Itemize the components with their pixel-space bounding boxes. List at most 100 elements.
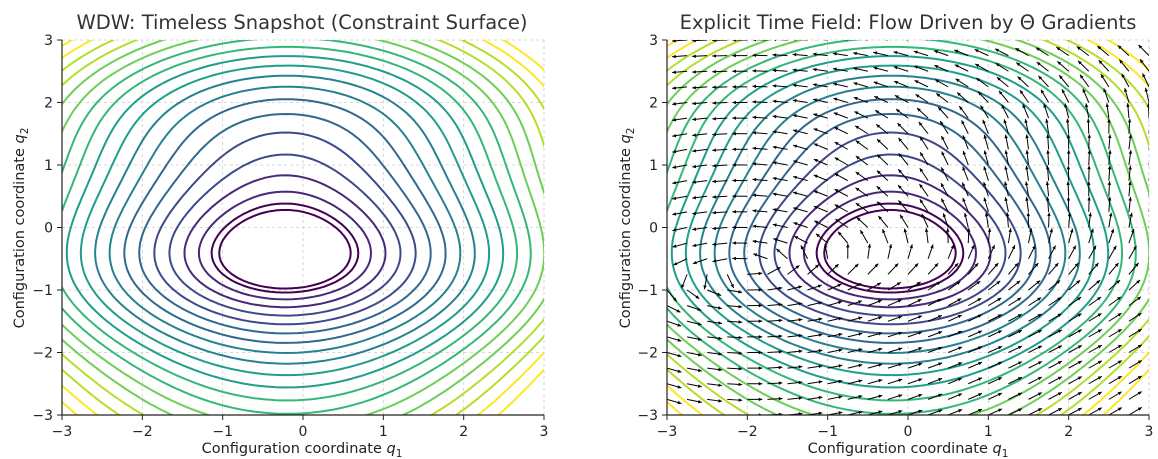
quiver-arrow-head <box>652 87 656 90</box>
right-xlabel-sub: 1 <box>1002 448 1009 459</box>
quiver-arrow-head <box>1017 297 1022 302</box>
quiver-arrow-head <box>918 362 923 367</box>
quiver-arrow-head <box>772 176 777 181</box>
quiver-arrow-head <box>1127 118 1132 123</box>
quiver-arrow-head <box>873 66 878 70</box>
quiver-arrow-head <box>832 67 837 71</box>
quiver-arrow-head <box>917 299 922 303</box>
quiver-arrow-head <box>856 217 861 222</box>
quiver-arrow-head <box>738 382 743 387</box>
quiver-arrow-head <box>909 244 913 249</box>
quiver-arrow-head <box>772 208 777 212</box>
quiver-arrow-head <box>1036 280 1041 285</box>
x-tick-label: 1 <box>379 424 388 440</box>
quiver-arrow-head <box>794 40 797 41</box>
quiver-arrow-head <box>772 161 777 165</box>
quiver-arrow-head <box>1137 344 1142 349</box>
quiver-arrow-head <box>950 244 954 249</box>
quiver-arrow-head <box>934 50 939 54</box>
quiver-arrow-head <box>983 197 987 202</box>
quiver-arrow-head <box>878 394 883 398</box>
quiver-arrow-head <box>838 379 843 384</box>
quiver-arrow-head <box>919 168 924 173</box>
quiver-arrow-head <box>1066 150 1071 154</box>
quiver-arrow-head <box>834 173 839 177</box>
quiver-arrow-head <box>792 68 797 72</box>
quiver-arrow-head <box>677 338 682 342</box>
quiver-arrow-head <box>1066 165 1071 170</box>
contour-line <box>138 113 432 335</box>
x-tick-label: −3 <box>52 424 73 440</box>
quiver-arrow-head <box>1057 361 1062 365</box>
quiver-arrow-head <box>832 52 837 56</box>
quiver-arrow-head <box>1064 103 1068 108</box>
quiver-arrow-shaft <box>777 40 788 41</box>
quiver-arrow-head <box>1087 150 1092 154</box>
quiver-arrow-head <box>877 154 881 159</box>
quiver-arrow-head <box>1087 181 1091 185</box>
quiver-arrow-head <box>758 366 763 370</box>
quiver-arrow-head <box>717 292 722 296</box>
quiver-arrow-head <box>772 84 777 88</box>
quiver-arrow-head <box>1107 118 1111 123</box>
quiver-arrow-head <box>813 190 818 194</box>
quiver-arrow-head <box>798 365 803 369</box>
quiver-arrow-head <box>1004 181 1008 186</box>
quiver-arrow-head <box>1047 212 1051 217</box>
x-tick-label: −3 <box>657 424 678 440</box>
quiver-arrow-head <box>738 367 743 371</box>
quiver-arrow-head <box>958 362 963 366</box>
quiver-arrow-head <box>732 210 736 214</box>
quiver-arrow-head <box>893 36 897 39</box>
quiver-arrow-head <box>1149 150 1152 154</box>
quiver-arrow-head <box>672 54 676 59</box>
quiver-arrow-head <box>838 395 843 399</box>
quiver-arrow-head <box>1022 104 1026 109</box>
quiver-arrow-head <box>1110 228 1115 233</box>
quiver-arrow-head <box>793 129 797 133</box>
quiver-arrow-head <box>855 140 860 145</box>
quiver-arrow-head <box>858 395 863 399</box>
quiver-arrow-head <box>1066 181 1070 185</box>
quiver-arrow-head <box>1097 297 1102 301</box>
quiver-arrow-head <box>692 211 697 216</box>
quiver-arrow-head <box>1137 391 1142 395</box>
quiver-arrow-head <box>1056 47 1061 51</box>
quiver-arrow-head <box>976 77 981 82</box>
quiver-arrow-head <box>692 117 697 122</box>
quiver-arrow-head <box>800 245 805 250</box>
x-tick-label: −2 <box>132 424 153 440</box>
y-tick-label: −2 <box>637 346 658 362</box>
quiver-arrow-head <box>753 40 757 42</box>
quiver-arrow-head <box>1037 408 1042 412</box>
axis-variable: q <box>618 134 634 143</box>
quiver-arrow-head <box>937 298 942 303</box>
quiver-arrow-head <box>957 314 962 319</box>
quiver-arrow-head <box>978 408 983 413</box>
quiver-arrow-head <box>954 49 959 53</box>
x-tick-label: −1 <box>817 424 838 440</box>
quiver-arrow-head <box>834 264 839 268</box>
quiver-arrow-head <box>1080 74 1084 79</box>
quiver-arrow-head <box>898 331 903 336</box>
quiver-arrow-head <box>672 118 677 122</box>
quiver-arrow-head <box>654 263 658 266</box>
quiver-arrow-head <box>1108 134 1112 139</box>
quiver-arrow-head <box>994 263 999 267</box>
quiver-arrow-head <box>772 99 777 104</box>
quiver-arrow-head <box>1114 262 1119 267</box>
quiver-arrow-head <box>1140 59 1144 64</box>
quiver-arrow-shaft <box>667 243 668 244</box>
quiver-arrow-head <box>813 98 817 102</box>
quiver-arrow-head <box>958 330 963 335</box>
quiver-arrow-head <box>732 241 736 245</box>
right-panel: Explicit Time Field: Flow Driven by Θ Gr… <box>618 11 1153 459</box>
contour-line <box>773 153 1007 317</box>
quiver-arrow-head <box>1059 75 1063 80</box>
quiver-arrow-head <box>998 90 1003 95</box>
quiver-arrow-head <box>913 50 918 54</box>
quiver-arrow-head <box>677 369 682 373</box>
quiver-arrow-head <box>793 191 798 195</box>
quiver-arrow-head <box>997 361 1002 366</box>
quiver-arrow-head <box>1134 262 1139 267</box>
